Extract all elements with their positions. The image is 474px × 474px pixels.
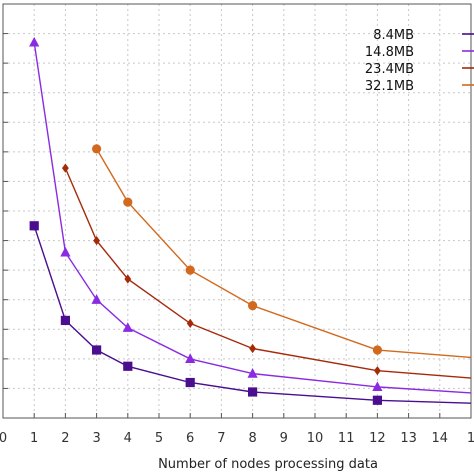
data-point — [247, 368, 258, 378]
data-point — [248, 387, 258, 397]
data-point — [123, 197, 133, 207]
series-line — [33, 225, 472, 404]
x-tick-label: 11 — [338, 431, 355, 446]
data-point — [185, 265, 195, 275]
legend-label: 23.4MB — [365, 62, 414, 77]
data-point — [62, 163, 69, 173]
data-point — [91, 294, 102, 304]
data-point — [29, 221, 39, 231]
axes: 0 1 2 3 4 5 6 7 8 9 10 11 12 13 14 1 — [0, 3, 474, 446]
x-tick-label: 5 — [155, 431, 163, 446]
series-group — [29, 36, 472, 405]
series-23.4MB — [62, 163, 472, 379]
x-tick-label: 7 — [217, 431, 225, 446]
data-point — [248, 301, 258, 311]
x-tick-label: 1 — [30, 431, 38, 446]
data-point — [92, 345, 102, 355]
x-tick-label: 2 — [61, 431, 69, 446]
data-point — [92, 144, 102, 154]
legend-label: 32.1MB — [365, 79, 414, 94]
data-point — [93, 235, 100, 246]
legend: 8.4MB 14.8MB 23.4MB 32.1MB — [365, 28, 474, 94]
x-tick-label: 3 — [92, 431, 100, 446]
series-8.4MB — [29, 221, 472, 405]
data-point — [185, 353, 196, 363]
data-point — [374, 366, 381, 376]
series-32.1MB — [92, 144, 472, 359]
x-tick-label: 8 — [248, 431, 256, 446]
x-tick-label: 6 — [186, 431, 194, 446]
x-tick-label: 1 — [467, 431, 474, 446]
data-point — [249, 343, 256, 354]
data-point — [372, 395, 382, 405]
x-tick-label: 13 — [400, 431, 417, 446]
x-tick-label: 0 — [0, 431, 7, 446]
data-point — [185, 377, 195, 388]
series-line — [95, 148, 472, 359]
x-tick-label: 10 — [307, 431, 324, 446]
x-tick-label: 4 — [124, 431, 132, 446]
data-point — [372, 381, 383, 392]
x-tick-label: 14 — [432, 431, 449, 446]
data-point — [122, 322, 133, 332]
data-point — [124, 274, 132, 284]
data-point — [123, 361, 133, 371]
legend-label: 14.8MB — [365, 45, 414, 60]
x-axis-title: Number of nodes processing data — [158, 457, 378, 472]
data-point — [372, 345, 382, 355]
series-line — [33, 42, 472, 394]
data-point — [29, 36, 40, 47]
legend-label: 8.4MB — [373, 28, 414, 43]
series-14.8MB — [29, 36, 472, 394]
x-tick-label: 9 — [280, 431, 288, 446]
data-point — [186, 318, 194, 328]
x-tick-label: 12 — [369, 431, 386, 446]
data-point — [60, 246, 71, 257]
data-point — [60, 315, 70, 326]
